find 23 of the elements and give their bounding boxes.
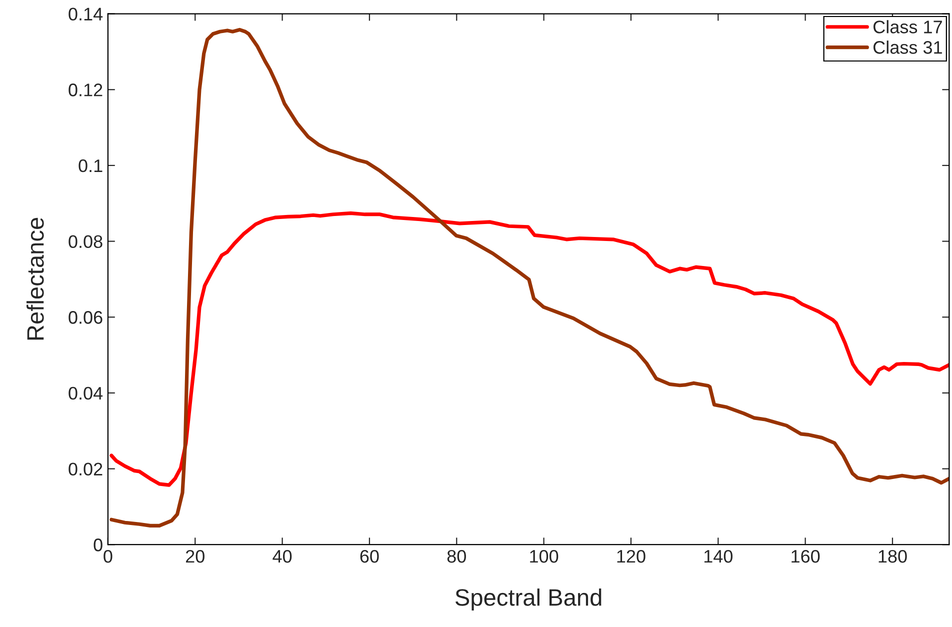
y-tick-label: 0.08 [68,235,102,248]
x-tick-label: 20 [186,550,204,563]
legend-label: Class 31 [873,40,942,54]
x-tick-label: 180 [878,550,907,563]
y-axis-title: Reflectance [26,218,44,340]
x-tick-label: 140 [704,550,732,563]
y-tick-label: 0.12 [68,84,102,96]
y-tick-label: 0.14 [68,8,103,21]
y-tick-label: 0.06 [68,311,102,324]
x-tick-label: 100 [530,550,558,563]
line-series [110,211,950,487]
x-tick-label: 0 [104,550,112,563]
x-tick-label: 160 [792,550,820,563]
y-tick-label: 0 [94,538,102,552]
y-tick-label: 0.02 [68,462,102,476]
x-tick-label: 120 [617,550,646,563]
x-tick-label: 80 [447,550,466,563]
x-axis-title: Spectral Band [455,588,602,611]
y-tick-label: 0.04 [68,386,103,400]
x-tick-label: 60 [360,550,379,563]
legend-label: Class 17 [873,20,942,34]
x-tick-label: 40 [272,550,292,563]
y-tick-label: 0.1 [78,159,102,172]
